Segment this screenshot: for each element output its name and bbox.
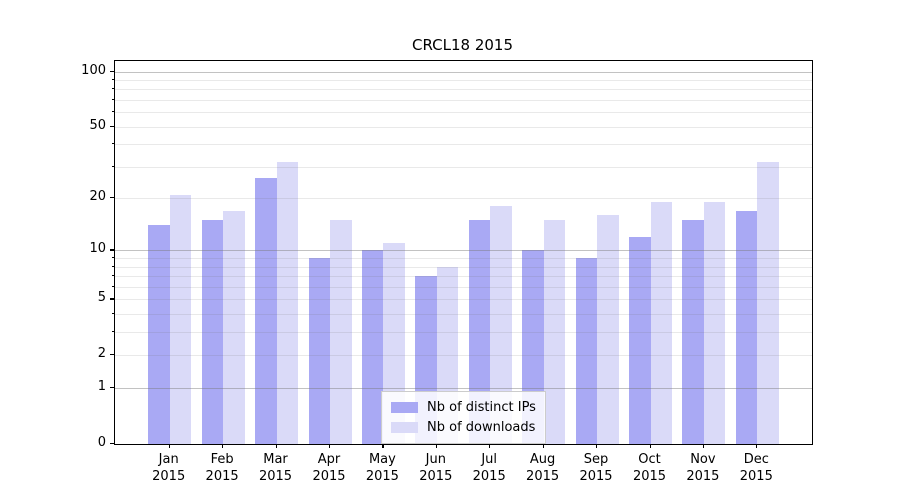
y-minortick-80	[111, 88, 114, 90]
x-tick-jul	[489, 444, 491, 448]
legend: Nb of distinct IPs Nb of downloads	[381, 391, 546, 444]
legend-swatch-downloads	[391, 421, 418, 433]
legend-label-distinct-ips: Nb of distinct IPs	[427, 399, 536, 415]
bar-nb-of-downloads-dec	[757, 161, 779, 444]
x-tick-mar	[275, 444, 277, 448]
y-tick-label-0: 0	[97, 435, 106, 450]
bar-nb-of-downloads-nov	[703, 202, 726, 444]
gridline-minor-20	[115, 198, 812, 200]
y-minortick-7	[111, 275, 114, 277]
x-tick-jun	[435, 444, 437, 448]
chart-title: CRCL18 2015	[411, 36, 513, 54]
y-minortick-9	[111, 257, 114, 259]
bar-nb-of-distinct-ips-nov	[682, 220, 704, 444]
y-minortick-60	[111, 111, 114, 113]
gridline-minor-30	[115, 166, 812, 168]
y-minortick-70	[111, 98, 114, 101]
gridline-major-100	[115, 71, 812, 73]
y-tick-50	[110, 125, 114, 127]
y-tick-0	[110, 443, 114, 445]
x-tick-aug	[542, 444, 544, 448]
y-tick-10	[110, 249, 114, 251]
bar-nb-of-downloads-aug	[543, 220, 566, 444]
x-tick-label-sep: Sep 2015	[579, 452, 613, 484]
x-tick-label-may: May 2015	[365, 452, 399, 484]
x-tick-label-jun: Jun 2015	[419, 452, 453, 484]
y-tick-label-2: 2	[97, 346, 106, 362]
bar-nb-of-distinct-ips-jul	[468, 220, 491, 444]
legend-label-downloads: Nb of downloads	[427, 419, 536, 435]
legend-item-distinct-ips: Nb of distinct IPs	[391, 397, 536, 417]
bar-nb-of-downloads-mar	[276, 161, 298, 444]
gridline-minor-70	[115, 99, 812, 101]
gridline-minor-90	[115, 79, 812, 81]
bar-nb-of-distinct-ips-apr	[308, 258, 330, 444]
y-tick-5	[110, 298, 114, 300]
bar-nb-of-downloads-feb	[223, 210, 245, 444]
x-tick-feb	[222, 444, 224, 448]
bar-nb-of-downloads-sep	[597, 215, 619, 444]
x-tick-sep	[596, 444, 598, 448]
y-tick-label-1: 1	[97, 379, 106, 395]
bar-nb-of-downloads-jan	[169, 194, 192, 444]
x-tick-jan	[168, 444, 170, 448]
bar-nb-of-distinct-ips-mar	[255, 178, 277, 444]
x-tick-may	[382, 444, 384, 448]
y-tick-label-10: 10	[89, 241, 106, 257]
y-minortick-4	[111, 313, 114, 315]
gridline-minor-50	[115, 126, 812, 128]
legend-item-downloads: Nb of downloads	[391, 417, 536, 437]
y-tick-label-20: 20	[89, 189, 106, 205]
y-minortick-8	[111, 265, 114, 267]
x-tick-nov	[702, 444, 705, 448]
y-tick-label-5: 5	[97, 290, 106, 306]
y-tick-2	[110, 354, 114, 356]
gridline-minor-60	[115, 112, 812, 114]
x-tick-label-aug: Aug 2015	[526, 452, 560, 484]
y-tick-100	[110, 70, 114, 72]
y-minortick-90	[111, 78, 114, 81]
y-minortick-6	[111, 285, 114, 288]
y-tick-1	[110, 387, 114, 389]
x-tick-label-feb: Feb 2015	[205, 452, 239, 484]
x-tick-label-oct: Oct 2015	[632, 452, 667, 484]
plot-area: Nb of distinct IPs Nb of downloads	[114, 60, 813, 445]
bar-nb-of-downloads-apr	[330, 220, 352, 444]
legend-swatch-distinct-ips	[391, 401, 418, 413]
y-tick-label-100: 100	[81, 62, 106, 78]
x-tick-label-jan: Jan 2015	[152, 452, 186, 484]
bar-nb-of-distinct-ips-sep	[575, 258, 597, 444]
bar-nb-of-distinct-ips-may	[361, 250, 384, 444]
bar-nb-of-distinct-ips-jan	[148, 225, 170, 444]
bar-nb-of-distinct-ips-dec	[735, 210, 758, 444]
y-tick-label-50: 50	[89, 117, 106, 133]
x-tick-dec	[756, 444, 758, 448]
gridline-minor-80	[115, 89, 812, 91]
x-tick-label-dec: Dec 2015	[739, 452, 773, 484]
bar-nb-of-downloads-jul	[490, 206, 512, 444]
gridline-minor-40	[115, 144, 812, 146]
x-tick-label-nov: Nov 2015	[686, 452, 720, 484]
x-tick-label-jul: Jul 2015	[472, 452, 506, 484]
bar-nb-of-distinct-ips-oct	[629, 237, 651, 444]
x-tick-label-apr: Apr 2015	[312, 452, 346, 484]
y-minortick-30	[111, 165, 114, 167]
y-tick-20	[110, 197, 114, 199]
x-tick-apr	[329, 444, 331, 448]
x-tick-label-mar: Mar 2015	[258, 452, 293, 484]
y-minortick-40	[111, 143, 114, 145]
bar-nb-of-downloads-oct	[650, 202, 672, 444]
y-minortick-3	[111, 331, 114, 333]
x-tick-oct	[649, 444, 651, 448]
bar-nb-of-distinct-ips-feb	[201, 220, 224, 444]
